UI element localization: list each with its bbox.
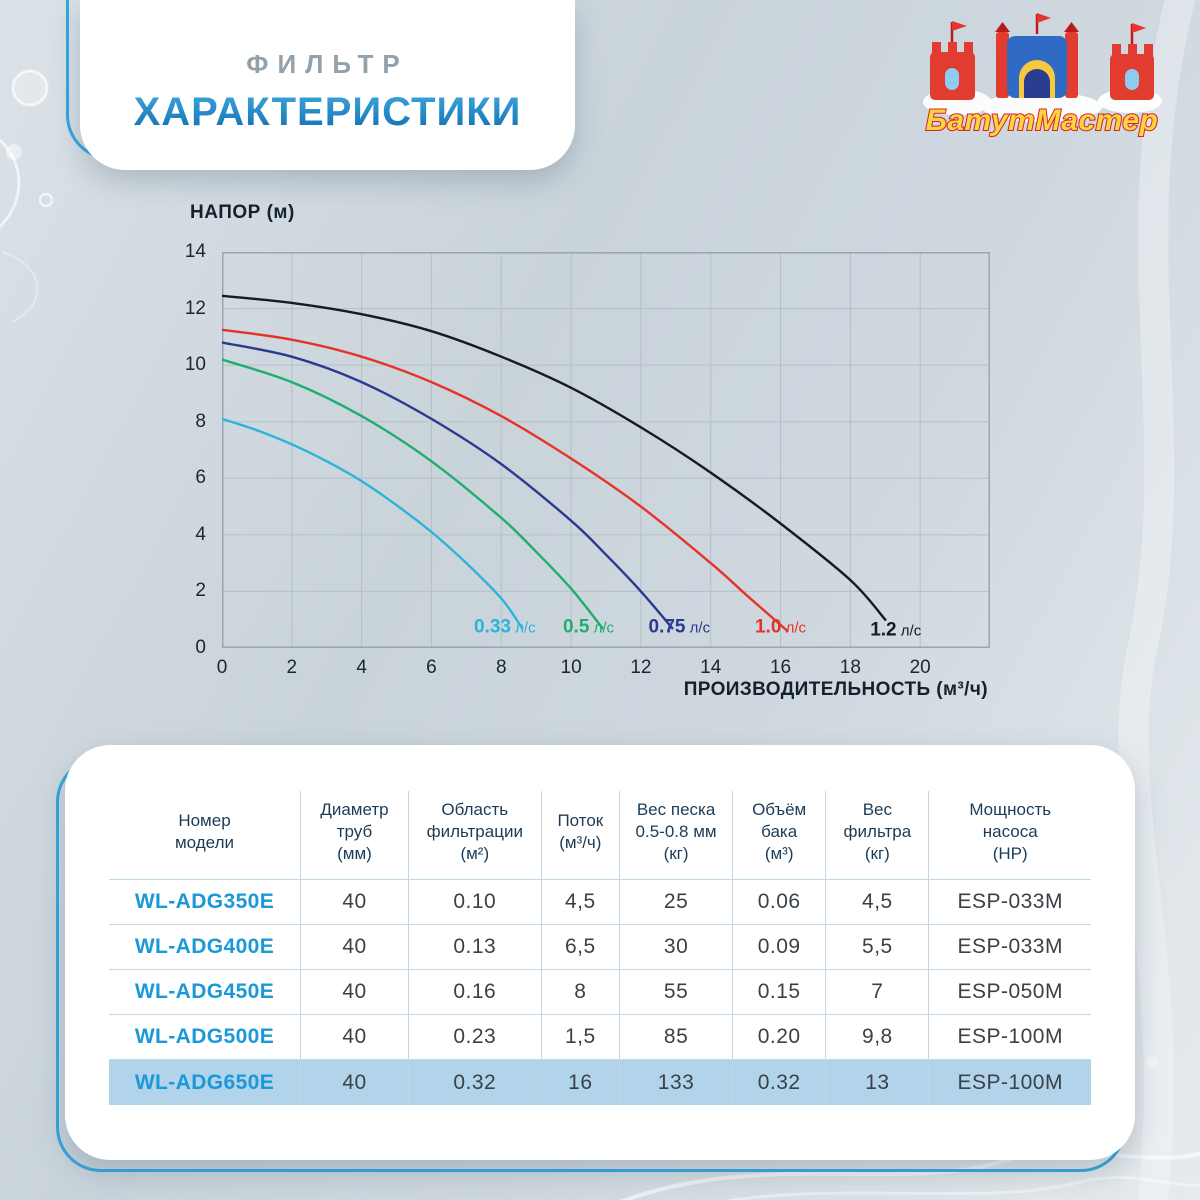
value-cell: 5,5 xyxy=(825,924,929,970)
pump-chart: НАПОР (м) 0.33 л/с 0.5 л/с 0.75 л/с 1.0 л/с… xyxy=(184,202,990,700)
value-cell: 0.06 xyxy=(732,879,826,925)
model-cell: WL-ADG400E xyxy=(134,935,275,959)
value-cell: 30 xyxy=(619,924,733,970)
y-tick-label: 6 xyxy=(195,467,206,489)
col-header: Номер модели xyxy=(174,811,234,853)
value-cell: 0.23 xyxy=(408,1014,542,1060)
value-cell: 0.32 xyxy=(732,1059,826,1105)
value-cell: 13 xyxy=(825,1059,929,1105)
value-cell: 0.10 xyxy=(408,879,542,925)
spec-table: Номер модели Диаметр труб (мм) Область фильтра… xyxy=(109,791,1091,1105)
pump-curve xyxy=(222,358,604,630)
plot-border xyxy=(222,252,990,648)
value-cell: 25 xyxy=(619,879,733,925)
x-tick-label: 4 xyxy=(356,657,367,678)
value-cell: 40 xyxy=(299,1014,409,1060)
y-tick-label: 8 xyxy=(195,410,206,432)
x-tick-label: 12 xyxy=(630,657,652,678)
x-tick-label: 18 xyxy=(839,657,861,678)
value-cell: ESP-033M xyxy=(928,924,1091,970)
header-card: ФИЛЬТР ХАРАКТЕРИСТИКИ xyxy=(66,0,575,170)
value-cell: 6,5 xyxy=(540,924,620,970)
x-tick-label: 6 xyxy=(426,657,437,678)
x-axis-title: ПРОИЗВОДИТЕЛЬНОСТЬ (м³/ч) xyxy=(683,679,988,700)
value-cell: 0.20 xyxy=(732,1014,826,1060)
castle-left-icon xyxy=(930,21,975,100)
value-cell: 0.13 xyxy=(408,924,542,970)
y-tick-label: 14 xyxy=(184,241,206,262)
value-cell: 8 xyxy=(540,969,620,1015)
value-cell: 85 xyxy=(619,1014,733,1060)
col-header: Область фильтрации (м²) xyxy=(408,791,542,880)
curve-label: 0.5 л/с xyxy=(563,616,615,637)
pump-curves-plot: 0.33 л/с 0.5 л/с 0.75 л/с 1.0 л/с 1.2 л/с xyxy=(222,252,990,648)
curve-label: 1.2 л/с xyxy=(870,619,922,640)
table-row: WL-ADG400E 40 0.13 6,5 30 0.09 5,5 ESP-033M xyxy=(109,924,1091,970)
model-cell: WL-ADG500E xyxy=(134,1025,275,1049)
brand-name: БатутМастер xyxy=(926,104,1159,137)
castle-right-icon xyxy=(1110,23,1154,100)
curve-label: 0.33 л/с xyxy=(474,616,536,637)
col-header: Вес песка 0.5-0.8 мм (кг) xyxy=(619,791,733,880)
table-row: WL-ADG500E 40 0.23 1,5 85 0.20 9,8 ESP-100M xyxy=(109,1014,1091,1060)
table-row: WL-ADG650E 40 0.32 16 133 0.32 13 ESP-100M xyxy=(109,1059,1091,1105)
curve-label: 0.75 л/с xyxy=(649,616,711,637)
curve-label: 1.0 л/с xyxy=(755,616,807,637)
model-cell: WL-ADG650E xyxy=(134,1070,275,1094)
pump-curve xyxy=(222,294,887,621)
value-cell: 40 xyxy=(299,1059,409,1105)
x-tick-label: 0 xyxy=(216,657,228,678)
value-cell: 4,5 xyxy=(825,879,929,925)
col-header: Поток (м³/ч) xyxy=(540,791,620,880)
value-cell: 0.16 xyxy=(408,969,542,1015)
value-cell: 9,8 xyxy=(825,1014,929,1060)
value-cell: 133 xyxy=(619,1059,733,1105)
y-tick-label: 2 xyxy=(195,580,206,602)
value-cell: 1,5 xyxy=(540,1014,620,1060)
x-tick-label: 10 xyxy=(560,657,582,678)
castle-center-icon xyxy=(995,13,1079,98)
value-cell: 0.32 xyxy=(408,1059,542,1105)
value-cell: 40 xyxy=(299,924,409,970)
col-header: Диаметр труб (мм) xyxy=(299,791,409,880)
value-cell: 16 xyxy=(540,1059,620,1105)
x-tick-label: 16 xyxy=(769,657,792,678)
table-row: WL-ADG450E 40 0.16 8 55 0.15 7 ESP-050M xyxy=(109,969,1091,1015)
x-tick-label: 14 xyxy=(700,657,722,678)
page-title: ХАРАКТЕРИСТИКИ xyxy=(133,90,522,134)
col-header: Объём бака (м³) xyxy=(732,791,826,880)
value-cell: 40 xyxy=(299,969,409,1015)
y-tick-label: 0 xyxy=(195,637,206,658)
y-axis-title: НАПОР (м) xyxy=(190,202,295,223)
pump-curve xyxy=(222,417,524,630)
value-cell: 0.09 xyxy=(732,924,826,970)
x-tick-label: 8 xyxy=(495,657,507,678)
value-cell: ESP-050M xyxy=(928,969,1091,1015)
value-cell: 0.15 xyxy=(732,969,826,1015)
spec-table-card: Номер модели Диаметр труб (мм) Область фильтра… xyxy=(56,745,1135,1172)
value-cell: 55 xyxy=(619,969,733,1015)
y-tick-label: 4 xyxy=(195,523,206,545)
value-cell: 4,5 xyxy=(540,879,620,925)
x-tick-label: 2 xyxy=(286,657,298,678)
value-cell: 40 xyxy=(299,879,409,925)
value-cell: ESP-033M xyxy=(928,879,1091,925)
table-row: WL-ADG350E 40 0.10 4,5 25 0.06 4,5 ESP-033M xyxy=(109,879,1091,925)
brand-logo: БатутМастер xyxy=(912,8,1172,138)
value-cell: ESP-100M xyxy=(928,1014,1091,1060)
x-tick-label: 20 xyxy=(909,657,931,678)
header-row: Номер модели Диаметр труб (мм) Область фильтра… xyxy=(109,791,1091,880)
value-cell: 7 xyxy=(825,969,929,1015)
y-tick-label: 10 xyxy=(184,354,206,376)
col-header: Мощность насоса (HP) xyxy=(928,791,1091,880)
value-cell: ESP-100M xyxy=(928,1059,1091,1105)
pump-curve xyxy=(222,328,789,633)
model-cell: WL-ADG350E xyxy=(134,890,275,914)
model-cell: WL-ADG450E xyxy=(134,980,275,1004)
header-subtitle: ФИЛЬТР xyxy=(246,49,409,79)
y-tick-label: 12 xyxy=(184,297,206,319)
col-header: Вес фильтра (кг) xyxy=(825,791,929,880)
pump-curve xyxy=(222,341,674,630)
